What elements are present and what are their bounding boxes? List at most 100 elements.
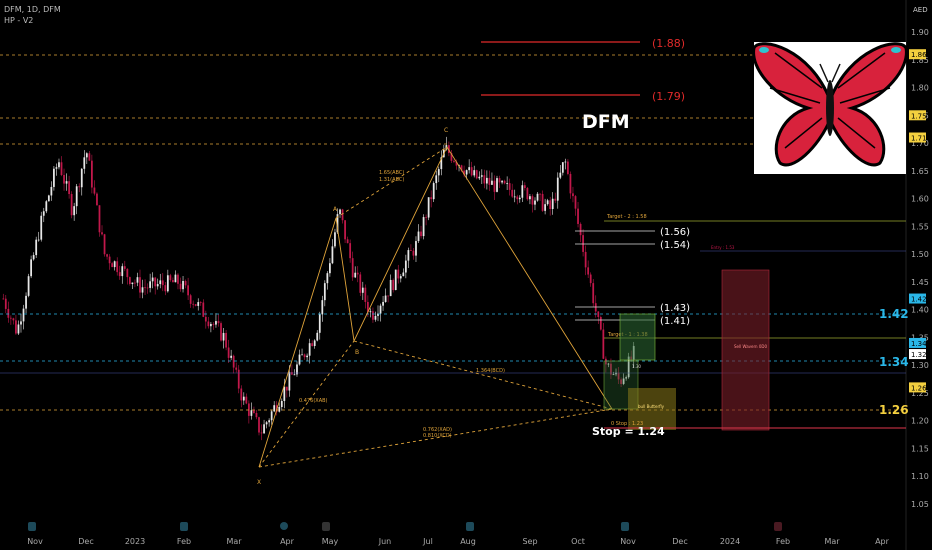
candle-body: [478, 176, 481, 179]
y-tick-label: 1.55: [911, 222, 929, 231]
candle-body: [202, 302, 205, 317]
candle-body: [78, 186, 81, 188]
candle-body: [470, 167, 473, 176]
candle-body: [260, 432, 263, 434]
candle-body: [536, 193, 539, 201]
candle-body: [531, 196, 534, 205]
candle-body: [298, 354, 301, 365]
candle-body: [212, 323, 215, 325]
candle-body: [508, 183, 511, 190]
candle-body: [326, 273, 329, 284]
candle-body: [587, 267, 590, 275]
candle-body: [339, 209, 341, 215]
candle-body: [60, 162, 63, 176]
candle-body: [592, 283, 595, 304]
axis-tag-bg: [909, 337, 926, 348]
price-axis-tags: 1.86 1.75 1.71 1.42 1.34 1.32 1.26: [909, 49, 927, 393]
x-tick-label: Nov: [620, 537, 636, 546]
candle-body: [161, 280, 164, 286]
candle-body: [50, 186, 53, 196]
candle-body: [384, 295, 387, 302]
candle-body: [113, 261, 116, 268]
candle-body: [341, 209, 344, 221]
candle-body: [485, 177, 488, 184]
candle-body: [475, 170, 478, 179]
candle-body: [440, 157, 443, 170]
y-tick-label: 1.85: [911, 56, 929, 65]
candle-body: [204, 316, 207, 322]
candle-body: [572, 193, 574, 197]
candle-body: [159, 280, 162, 285]
level-154-label: (1.54): [660, 240, 690, 251]
candle-body: [316, 332, 319, 341]
sell-zone-label: Sell Wavern 0D0: [734, 344, 767, 349]
x-tick-label: Oct: [571, 537, 585, 546]
x-tick-label: Apr: [875, 537, 890, 546]
ratio-xad: 0.762(XAD): [423, 427, 452, 433]
candle-body: [121, 266, 124, 277]
candle-body: [240, 388, 243, 401]
candle-body: [280, 401, 283, 407]
level-141-label: (1.41): [660, 316, 690, 327]
candle-body: [166, 275, 169, 292]
candle-body: [397, 269, 400, 279]
candle-body: [25, 295, 27, 309]
candle-body: [146, 287, 149, 289]
candle-body: [30, 259, 33, 277]
time-axis[interactable]: Nov Dec 2023 Feb Mar Apr May Jun Jul Aug Sep Oct Nov…: [27, 537, 889, 546]
x-tick-label: Aug: [460, 537, 476, 546]
point-a-label: A: [333, 206, 338, 213]
candle-body: [134, 282, 136, 284]
candle-body: [151, 277, 154, 282]
level-143-label: (1.43): [660, 303, 690, 314]
x-tick-label: Nov: [27, 537, 43, 546]
y-tick-label: 1.15: [911, 444, 929, 453]
candle-body: [27, 276, 30, 296]
candle-body: [513, 196, 516, 198]
candle-body: [106, 254, 108, 257]
candle-body: [321, 300, 324, 315]
y-tick-label: 1.40: [911, 306, 929, 315]
candle-body: [215, 321, 217, 325]
candle-body: [422, 217, 425, 237]
candle-body: [93, 187, 96, 194]
candle-body: [98, 205, 101, 233]
candle-body: [90, 160, 93, 188]
sell-zone-box: [721, 269, 770, 431]
candle-body: [366, 301, 369, 313]
candle-body: [149, 281, 152, 288]
candle-body: [245, 396, 248, 404]
candle-body: [164, 285, 167, 292]
y-tick-label: 1.70: [911, 139, 929, 148]
profit-zone-box: [619, 313, 656, 361]
candle-body: [174, 274, 177, 283]
candle-body: [4, 298, 7, 309]
level-126-big: 1.26: [879, 403, 909, 417]
butterfly-logo: [752, 42, 908, 174]
candle-body: [551, 198, 554, 210]
candle-body: [503, 180, 506, 184]
candle-body: [620, 379, 622, 384]
candle-body: [111, 263, 114, 268]
candle-body: [518, 197, 521, 200]
candle-body: [53, 168, 55, 187]
candle-body: [521, 185, 524, 198]
candle-body: [80, 168, 83, 188]
candle-body: [617, 372, 620, 380]
x-tick-label: Mar: [824, 537, 840, 546]
candle-body: [389, 279, 392, 297]
candle-body: [622, 378, 625, 384]
candlestick-series: [2, 136, 635, 441]
candle-body: [283, 386, 286, 402]
candle-body: [579, 223, 582, 236]
candle-body: [382, 301, 384, 306]
candle-body: [432, 183, 435, 200]
candle-body: [415, 241, 417, 256]
candle-body: [410, 250, 412, 251]
candle-body: [607, 363, 610, 365]
candle-body: [291, 372, 293, 375]
candle-body: [154, 277, 157, 287]
candle-body: [496, 178, 498, 192]
price-axis[interactable]: 1.90 1.85 1.80 1.75 1.70 1.65 1.60 1.55 1.50 1.45…: [911, 28, 929, 509]
